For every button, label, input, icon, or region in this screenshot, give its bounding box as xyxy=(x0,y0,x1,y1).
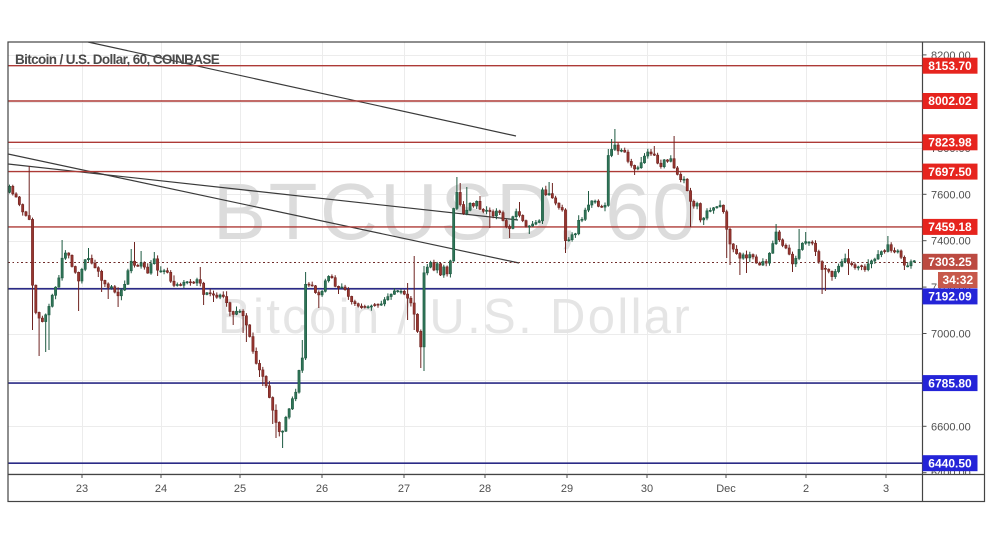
svg-text:25: 25 xyxy=(234,483,246,495)
svg-text:BTCUSD, 60: BTCUSD, 60 xyxy=(213,167,699,256)
svg-text:30: 30 xyxy=(641,483,653,495)
svg-text:Bitcoin / U.S. Dollar: Bitcoin / U.S. Dollar xyxy=(218,290,692,344)
svg-text:7823.98: 7823.98 xyxy=(928,136,972,150)
svg-text:29: 29 xyxy=(561,483,573,495)
svg-text:7000.00: 7000.00 xyxy=(931,329,971,341)
svg-text:23: 23 xyxy=(76,483,88,495)
svg-text:2: 2 xyxy=(803,483,809,495)
svg-text:Dec: Dec xyxy=(716,483,736,495)
svg-text:8153.70: 8153.70 xyxy=(928,59,972,73)
svg-text:27: 27 xyxy=(398,483,410,495)
svg-text:8002.02: 8002.02 xyxy=(928,94,972,108)
svg-text:28: 28 xyxy=(479,483,491,495)
svg-text:24: 24 xyxy=(155,483,167,495)
svg-text:7600.00: 7600.00 xyxy=(931,189,971,201)
svg-text:6785.80: 6785.80 xyxy=(928,376,972,390)
svg-text:7303.25: 7303.25 xyxy=(928,255,972,269)
svg-text:Bitcoin / U.S. Dollar, 60, COI: Bitcoin / U.S. Dollar, 60, COINBASE xyxy=(15,52,220,67)
svg-text:3: 3 xyxy=(883,483,889,495)
svg-text:26: 26 xyxy=(316,483,328,495)
svg-text:7192.09: 7192.09 xyxy=(928,290,972,304)
svg-text:6600.00: 6600.00 xyxy=(931,421,971,433)
svg-text:7459.18: 7459.18 xyxy=(928,220,972,234)
svg-text:7697.50: 7697.50 xyxy=(928,165,972,179)
svg-text:34:32: 34:32 xyxy=(942,273,973,287)
svg-text:7400.00: 7400.00 xyxy=(931,236,971,248)
svg-text:6440.50: 6440.50 xyxy=(928,456,972,470)
